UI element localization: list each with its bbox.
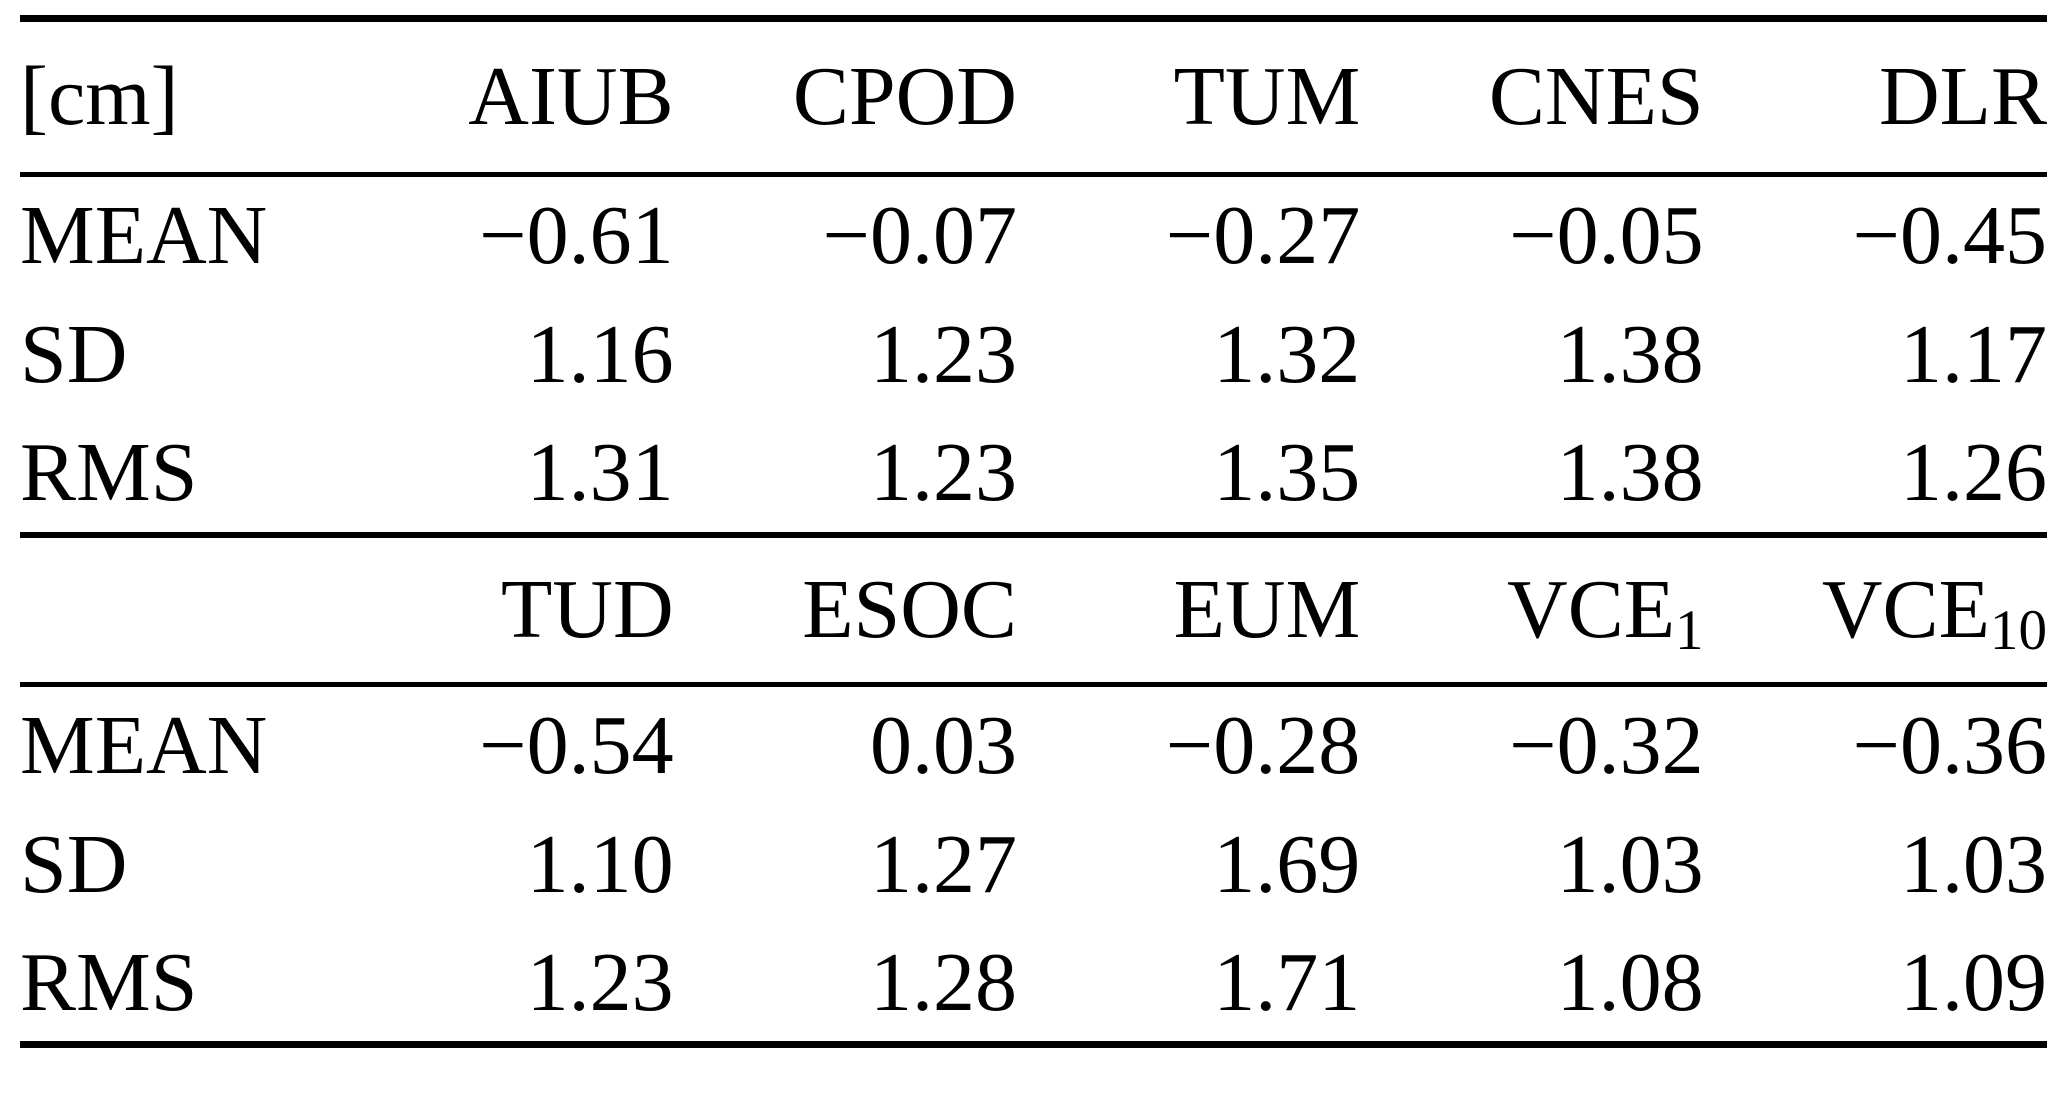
corner-empty-cell (20, 535, 330, 685)
row-label: RMS (20, 426, 198, 519)
column-header-label: ESOC (802, 562, 1017, 656)
statistics-table: [cm] AIUB CPOD TUM CNES DLR MEAN −0.61 −… (20, 15, 2047, 1048)
value-cell: −0.36 (1852, 698, 2047, 792)
value-cell: 1.28 (869, 935, 1017, 1029)
value-cell: 1.71 (1213, 935, 1361, 1029)
table-row-sd-1: SD 1.16 1.23 1.32 1.38 1.17 (20, 295, 2047, 415)
row-label: SD (20, 307, 128, 401)
value-cell: 1.69 (1213, 817, 1361, 911)
column-header-label: VCE (1821, 562, 1990, 656)
value-cell: 1.38 (1556, 426, 1704, 519)
column-header-aiub: AIUB (330, 19, 673, 175)
column-header-vce10: VCE10 (1704, 535, 2047, 685)
value-cell: −0.27 (1165, 188, 1361, 282)
value-cell: 1.03 (1556, 817, 1704, 911)
row-label: SD (20, 817, 128, 911)
value-cell: −0.54 (479, 698, 674, 792)
value-cell: 1.23 (526, 935, 674, 1029)
value-cell: 1.09 (1900, 935, 2047, 1029)
value-cell: 1.35 (1213, 426, 1361, 519)
table-row-rms-1: RMS 1.31 1.23 1.35 1.38 1.26 (20, 415, 2047, 535)
value-cell: 1.16 (526, 307, 674, 401)
row-label: MEAN (20, 188, 268, 282)
column-header-label: DLR (1879, 50, 2047, 143)
column-header-label: AIUB (468, 50, 674, 143)
column-header-eum: EUM (1017, 535, 1361, 685)
value-cell: 1.26 (1900, 426, 2047, 519)
section-2-header-row: TUD ESOC EUM VCE1 VCE10 (20, 535, 2047, 685)
column-header-label: TUM (1173, 50, 1361, 143)
value-cell: 1.32 (1213, 307, 1361, 401)
column-header-tud: TUD (330, 535, 674, 685)
value-cell: −0.28 (1165, 698, 1361, 792)
value-cell: 1.38 (1556, 307, 1704, 401)
column-header-subscript: 10 (1989, 599, 2047, 663)
row-label: MEAN (20, 698, 268, 792)
row-label: RMS (20, 935, 198, 1029)
value-cell: −0.07 (822, 188, 1017, 282)
value-cell: 1.17 (1900, 307, 2047, 401)
column-header-dlr: DLR (1704, 19, 2047, 175)
value-cell: 1.08 (1556, 935, 1704, 1029)
column-header-vce1: VCE1 (1360, 535, 1704, 685)
value-cell: 1.23 (869, 426, 1017, 519)
column-header-cpod: CPOD (674, 19, 1017, 175)
table-row-mean-1: MEAN −0.61 −0.07 −0.27 −0.05 −0.45 (20, 175, 2047, 295)
column-header-label: EUM (1173, 562, 1361, 656)
table-section-1: [cm] AIUB CPOD TUM CNES DLR MEAN −0.61 −… (20, 19, 2047, 535)
value-cell: −0.61 (479, 188, 674, 282)
value-cell: −0.32 (1509, 698, 1704, 792)
section-1-header-row: [cm] AIUB CPOD TUM CNES DLR (20, 19, 2047, 175)
value-cell: −0.05 (1509, 188, 1704, 282)
table-row-sd-2: SD 1.10 1.27 1.69 1.03 1.03 (20, 805, 2047, 925)
column-header-label: TUD (500, 562, 674, 656)
column-header-label: CPOD (792, 50, 1017, 143)
value-cell: −0.45 (1852, 188, 2047, 282)
column-header-cnes: CNES (1360, 19, 1704, 175)
unit-label: [cm] (20, 50, 179, 143)
column-header-tum: TUM (1017, 19, 1361, 175)
table-section-2: TUD ESOC EUM VCE1 VCE10 MEAN −0.54 0.03 … (20, 535, 2047, 1045)
table-row-mean-2: MEAN −0.54 0.03 −0.28 −0.32 −0.36 (20, 685, 2047, 805)
column-header-label: VCE (1507, 562, 1676, 656)
column-header-label: CNES (1488, 50, 1704, 143)
value-cell: 1.03 (1900, 817, 2047, 911)
value-cell: 1.31 (526, 426, 674, 519)
column-header-esoc: ESOC (674, 535, 1017, 685)
table-row-rms-2: RMS 1.23 1.28 1.71 1.08 1.09 (20, 925, 2047, 1045)
value-cell: 1.27 (869, 817, 1017, 911)
value-cell: 0.03 (869, 698, 1017, 792)
value-cell: 1.10 (526, 817, 674, 911)
value-cell: 1.23 (869, 307, 1017, 401)
column-header-subscript: 1 (1675, 599, 1704, 663)
